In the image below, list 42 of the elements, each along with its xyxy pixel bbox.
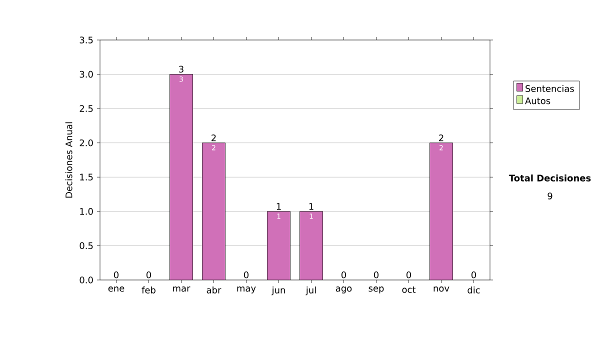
total-label: 0 (244, 271, 249, 278)
x-tick-label: jul (306, 286, 316, 296)
bar (170, 74, 193, 280)
x-tick-label: feb (142, 286, 156, 294)
x-tick-label: dic (468, 286, 480, 294)
total-label: 1 (309, 203, 314, 210)
x-tick-label: mar (173, 286, 190, 292)
y-axis-title: Decisiones Anual (65, 122, 72, 198)
x-tick-label: oct (402, 286, 416, 293)
x-tick-label: ago (336, 286, 352, 294)
bar (267, 211, 290, 280)
total-label: 3 (179, 66, 184, 73)
x-tick-label: abr (206, 286, 222, 294)
total-label: 2 (439, 134, 444, 142)
y-tick-label: 0.5 (80, 242, 93, 250)
y-tick-label: 2.0 (80, 139, 93, 146)
text: Total Decisiones (508, 174, 591, 182)
y-tick-label: 3.0 (80, 70, 93, 78)
total-label: 1 (276, 203, 281, 210)
y-tick-label: 3.5 (80, 36, 93, 44)
x-tick-label: may (237, 286, 256, 294)
total-label: 0 (114, 271, 119, 278)
total-label: 0 (406, 271, 412, 278)
x-tick-label: jun (272, 286, 285, 296)
x-tick-label: ene (108, 286, 124, 292)
x-tick-label: nov (434, 286, 450, 292)
text: 9 (548, 192, 552, 200)
bar (300, 211, 323, 280)
y-tick-label: 1.0 (80, 208, 93, 215)
legend-label: Autos (525, 98, 550, 104)
total-label: 0 (471, 271, 476, 278)
bar (430, 142, 453, 280)
total-label: 0 (146, 271, 152, 278)
bar (202, 142, 226, 280)
total-label: 0 (374, 271, 379, 278)
y-tick-label: 0.0 (80, 276, 93, 284)
y-tick-label: 2.5 (80, 105, 93, 112)
total-label: 0 (341, 271, 346, 278)
y-tick-label: 1.5 (80, 174, 93, 180)
x-tick-label: sep (368, 286, 384, 294)
total-label: 2 (212, 134, 216, 142)
legend-label: Sentencias (526, 85, 574, 92)
